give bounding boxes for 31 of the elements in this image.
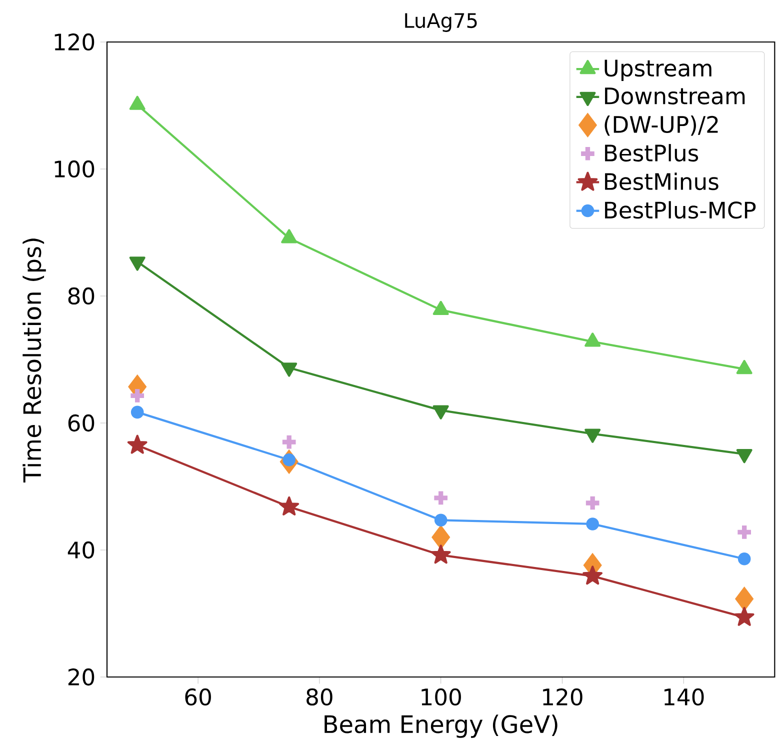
point bbox=[734, 606, 754, 626]
x-tick-label: 100 bbox=[422, 688, 461, 706]
point bbox=[582, 566, 603, 585]
point bbox=[430, 544, 451, 564]
y-tick-label: 120 bbox=[54, 33, 94, 51]
legend-label: (DW-UP)/2 bbox=[604, 115, 718, 136]
point bbox=[127, 434, 148, 454]
point bbox=[735, 586, 754, 612]
point bbox=[738, 552, 751, 566]
x-tick-label: 120 bbox=[543, 688, 582, 706]
point bbox=[434, 514, 448, 527]
legend-label: BestPlus bbox=[605, 144, 698, 162]
legend-label: BestPlus-MCP bbox=[605, 201, 756, 219]
point bbox=[130, 406, 144, 419]
y-tick-label: 80 bbox=[68, 287, 94, 305]
legend-label: Downstream bbox=[605, 88, 745, 104]
x-tick-label: 80 bbox=[306, 688, 332, 706]
legend-label: BestMinus bbox=[605, 172, 718, 190]
chart-title: LuAg75 bbox=[405, 13, 477, 32]
point bbox=[586, 518, 599, 530]
legend-label: Upstream bbox=[604, 60, 712, 82]
y-tick-label: 20 bbox=[68, 668, 94, 686]
y-tick-label: 100 bbox=[54, 160, 94, 178]
point bbox=[282, 453, 296, 466]
x-tick-label: 60 bbox=[185, 688, 211, 706]
y-tick-label: 40 bbox=[68, 541, 94, 559]
y-tick-label: 60 bbox=[68, 414, 94, 432]
x-axis-title: Beam Energy (GeV) bbox=[324, 714, 558, 738]
x-tick-label: 140 bbox=[664, 688, 704, 706]
point bbox=[279, 496, 300, 516]
y-axis-title: Time Resolution (ps) bbox=[22, 238, 46, 482]
